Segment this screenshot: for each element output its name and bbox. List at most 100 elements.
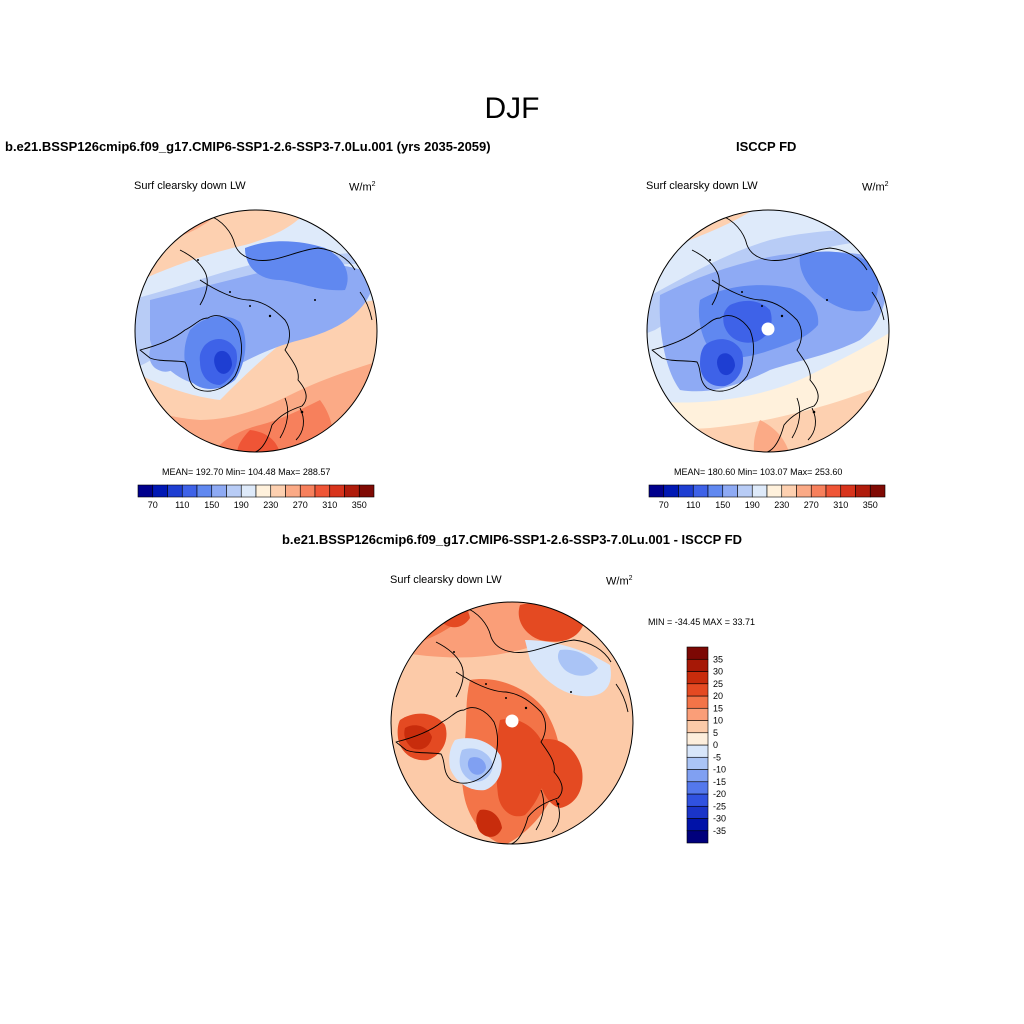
colorbar-panel2-swatch: [737, 484, 753, 498]
map-panel2-border: [646, 209, 890, 453]
colorbar-panel2-swatch: [766, 484, 783, 498]
colorbar-panel3-tick-label: -5: [713, 752, 721, 762]
colorbar-panel1-swatch: [137, 484, 154, 498]
pole-hole-marker: [761, 322, 775, 336]
colorbar-panel1-swatch: [255, 484, 272, 498]
colorbar-panel2-swatch: [840, 484, 856, 498]
colorbar-panel2-swatch: [855, 484, 871, 498]
colorbar-panel2-tick-label: 150: [715, 500, 730, 510]
colorbar-panel3-swatch: [686, 695, 709, 709]
colorbar-panel1: 70 110 150 190 230 270 310 350: [137, 484, 375, 510]
map-panel2: [646, 209, 890, 453]
colorbar-panel1-swatch: [240, 484, 257, 498]
colorbar-panel2-swatch: [692, 484, 709, 498]
panel1-title: b.e21.BSSP126cmip6.f09_g17.CMIP6-SSP1-2.…: [5, 139, 491, 154]
panel3-title: b.e21.BSSP126cmip6.f09_g17.CMIP6-SSP1-2.…: [281, 532, 742, 547]
colorbar-panel1-tick-label: 190: [234, 500, 249, 510]
panel1-stats: MEAN= 192.70 Min= 104.48 Max= 288.57: [162, 467, 331, 477]
figure-title: DJF: [484, 92, 540, 125]
colorbar-panel1-swatch: [196, 484, 213, 498]
colorbar-panel2-tick-label: 310: [833, 500, 848, 510]
panel2-stats: MEAN= 180.60 Min= 103.07 Max= 253.60: [674, 467, 843, 477]
panel1-variable-label: Surf clearsky down LW: [134, 180, 246, 192]
colorbar-panel2-swatch: [825, 484, 842, 498]
colorbar-panel3-swatch: [686, 732, 709, 746]
colorbar-panel2-tick-label: 350: [863, 500, 878, 510]
panel2-variable-label: Surf clearsky down LW: [646, 180, 758, 192]
colorbar-panel1-tick-label: 110: [175, 500, 189, 510]
colorbar-panel3-tick-label: 20: [713, 691, 723, 701]
colorbar-panel3-tick-label: -15: [713, 777, 726, 787]
colorbar-panel3-tick-label: -25: [713, 801, 726, 811]
colorbar-panel3-swatch: [686, 646, 709, 660]
colorbar-panel2-swatch: [707, 484, 724, 498]
colorbar-panel3-swatch: [686, 756, 709, 770]
panel1-units: W/m2: [349, 181, 376, 194]
colorbar-panel3-tick-label: 15: [713, 703, 723, 713]
colorbar-panel1-tick-label: 150: [204, 500, 219, 510]
map-panel1-field: [135, 210, 377, 452]
map-panel1: [134, 209, 378, 453]
colorbar-panel2-swatch: [869, 484, 886, 498]
colorbar-panel2-swatch: [751, 484, 768, 498]
colorbar-panel2: 70 110 150 190 230 270 310 350: [648, 484, 886, 510]
colorbar-panel2-tick-label: 270: [804, 500, 819, 510]
colorbar-panel1-swatch: [299, 484, 316, 498]
colorbar-panel3-swatch: [686, 818, 709, 832]
colorbar-panel2-swatch: [648, 484, 665, 498]
colorbar-panel2-tick-label: 70: [659, 500, 669, 510]
panel2-units: W/m2: [862, 181, 889, 194]
panel3-stats: MIN = -34.45 MAX = 33.71: [648, 617, 756, 627]
colorbar-panel1-swatch: [270, 484, 286, 498]
colorbar-panel1-swatch: [285, 484, 301, 498]
map-panel3-field: [391, 602, 633, 844]
colorbar-panel3-tick-label: -35: [713, 826, 726, 836]
colorbar-panel1-swatch: [344, 484, 360, 498]
colorbar-panel2-swatch: [781, 484, 797, 498]
colorbar-panel2-swatch: [722, 484, 738, 498]
colorbar-panel3-swatch: [686, 781, 709, 795]
colorbar-panel2-swatch: [810, 484, 827, 498]
colorbar-panel3-tick-label: 30: [713, 667, 723, 677]
colorbar-panel1-tick-label: 270: [293, 500, 308, 510]
colorbar-panel3-swatch: [686, 671, 709, 685]
panel3-units: W/m2: [606, 575, 633, 588]
colorbar-panel1-tick-label: 230: [263, 500, 278, 510]
colorbar-panel3-swatch: [686, 769, 709, 783]
colorbar-panel2-tick-label: 110: [686, 500, 700, 510]
colorbar-panel2-swatch: [663, 484, 679, 498]
map-panel3: [390, 601, 634, 845]
colorbar-panel1-tick-label: 310: [322, 500, 337, 510]
map-panel3-border: [390, 601, 634, 845]
panel3-variable-label: Surf clearsky down LW: [390, 574, 502, 586]
colorbar-panel1-swatch: [358, 484, 375, 498]
colorbar-panel1-swatch: [152, 484, 168, 498]
colorbar-panel3-swatch: [686, 830, 709, 844]
colorbar-panel2-tick-label: 230: [774, 500, 789, 510]
colorbar-panel3-tick-label: -10: [713, 765, 726, 775]
panel2-title: ISCCP FD: [736, 139, 797, 154]
colorbar-panel3-tick-label: -20: [713, 789, 726, 799]
colorbar-panel1-swatch: [226, 484, 242, 498]
colorbar-panel3-tick-label: 35: [713, 654, 723, 664]
colorbar-panel3-tick-label: 10: [713, 716, 723, 726]
colorbar-panel3-swatch: [686, 805, 709, 819]
colorbar-panel3-swatch: [686, 720, 709, 734]
colorbar-panel3-tick-label: 25: [713, 679, 723, 689]
colorbar-panel1-swatch: [329, 484, 345, 498]
colorbar-panel1-tick-label: 350: [352, 500, 367, 510]
colorbar-panel3-tick-label: -30: [713, 814, 726, 824]
colorbar-panel3-swatch: [686, 744, 709, 758]
map-panel1-border: [134, 209, 378, 453]
colorbar-panel1-swatch: [211, 484, 227, 498]
colorbar-panel3-tick-label: 5: [713, 728, 718, 738]
colorbar-panel2-swatch: [796, 484, 812, 498]
colorbar-panel3-tick-label: 0: [713, 740, 718, 750]
colorbar-panel3-swatch: [686, 793, 709, 807]
colorbar-panel1-swatch: [181, 484, 198, 498]
pole-hole-marker: [505, 714, 519, 728]
colorbar-panel1-tick-label: 70: [148, 500, 158, 510]
colorbar-panel1-swatch: [314, 484, 331, 498]
colorbar-panel3-swatch: [686, 707, 709, 721]
